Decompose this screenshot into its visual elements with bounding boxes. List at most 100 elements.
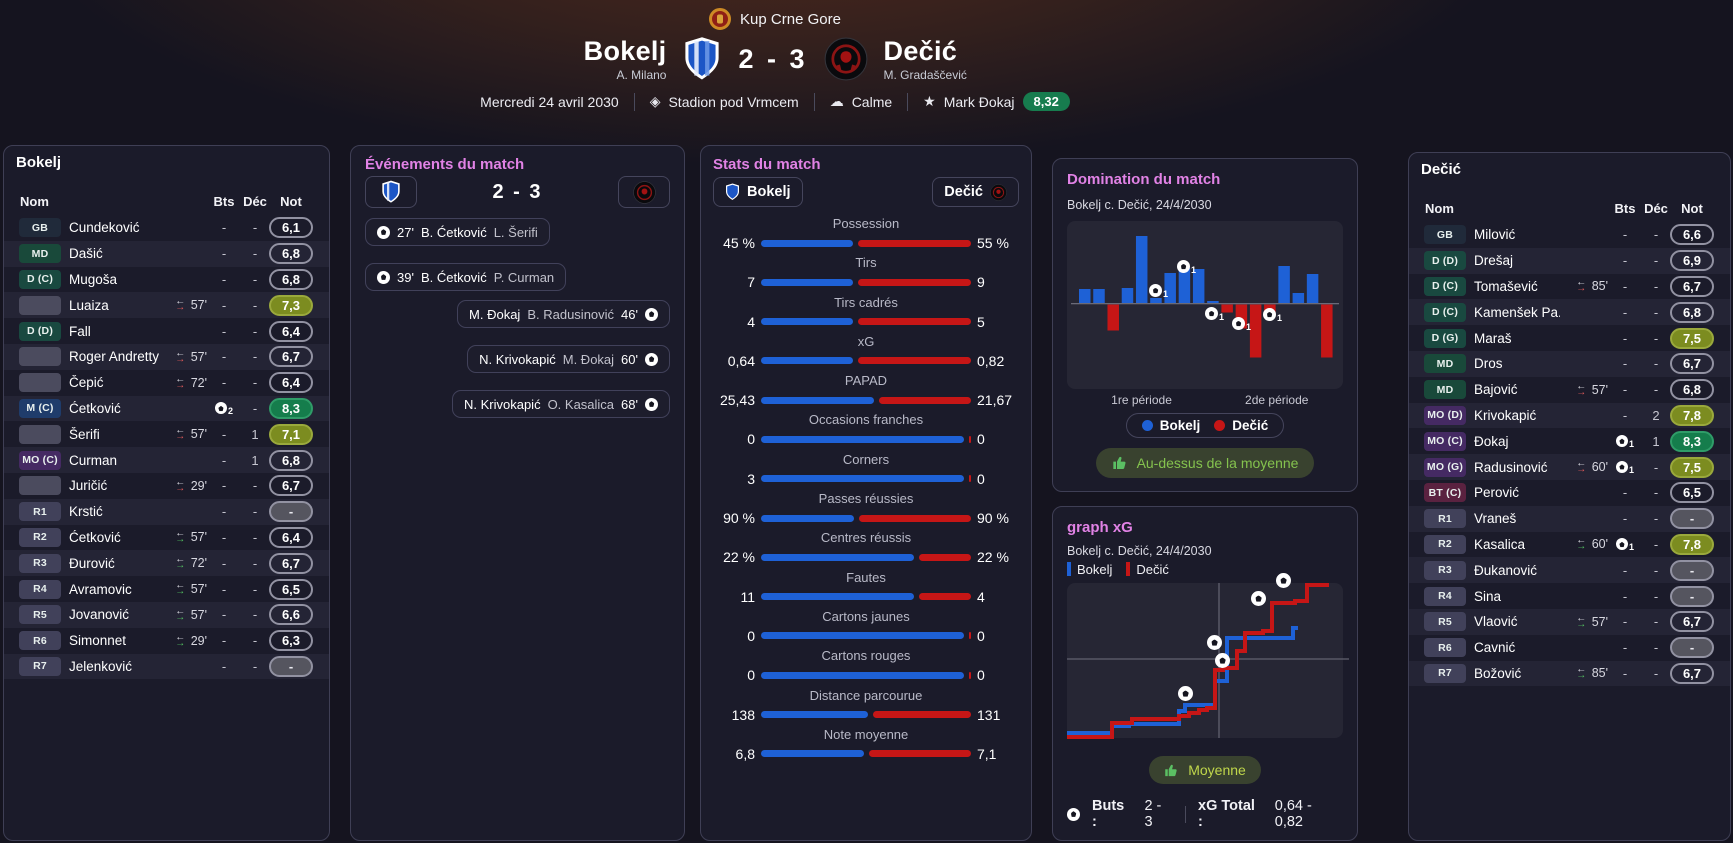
table-row[interactable]: D (D) Drešaj - -6,9 — [1409, 247, 1730, 274]
rating-badge[interactable]: - — [1670, 508, 1714, 530]
table-row[interactable]: D (G) Maraš - -7,5 — [1409, 325, 1730, 351]
column-assists[interactable]: Déc — [1644, 200, 1668, 216]
sub-minute: 60' — [1591, 460, 1608, 475]
column-rating[interactable]: Not — [1681, 200, 1703, 216]
table-row[interactable]: R3 Đukanović - - - — [1409, 557, 1730, 584]
goal-event-chip[interactable]: N. Krivokapić O. Kasalica 68' — [451, 390, 670, 418]
rating-badge[interactable]: 6,8 — [269, 243, 313, 265]
table-row[interactable]: MO (C) Đokaj 1 1 8,3 — [1409, 428, 1730, 454]
table-row[interactable]: R6 Cavnić - - - — [1409, 635, 1730, 661]
table-row[interactable]: D (C) Mugoša - -6,8 — [4, 267, 329, 293]
rating-badge[interactable]: 6,5 — [1670, 482, 1714, 504]
table-row[interactable]: GB Milović - -6,6 — [1409, 222, 1730, 248]
rating-badge[interactable]: 6,4 — [269, 526, 313, 548]
column-assists[interactable]: Déc — [243, 193, 267, 209]
goals-cell: - — [221, 555, 227, 571]
stat-row: Possession 45 % 55 % — [701, 215, 1031, 254]
table-row[interactable]: BT (C) Perović - -6,5 — [1409, 480, 1730, 506]
table-row[interactable]: R7 Jelenković - - - — [4, 653, 329, 680]
table-row[interactable]: MD Dašić - -6,8 — [4, 240, 329, 267]
table-row[interactable]: MD Dros - -6,7 — [1409, 350, 1730, 377]
rating-badge[interactable]: 6,9 — [1670, 250, 1714, 272]
table-row[interactable]: MO (C) Curman - 1 6,8 — [4, 447, 329, 473]
table-row[interactable]: GB Cundeković - -6,1 — [4, 215, 329, 241]
table-row[interactable]: M (C) Ćetković 2 -8,3 — [4, 395, 329, 422]
above-average-button[interactable]: Au-dessus de la moyenne — [1095, 448, 1315, 478]
table-row[interactable]: Juričić ← → 29' - -6,7 — [4, 473, 329, 499]
home-team-chip[interactable]: Bokelj — [713, 177, 803, 207]
rating-badge[interactable]: - — [1670, 637, 1714, 659]
table-row[interactable]: Čepić ← → 72' - -6,4 — [4, 370, 329, 396]
table-row[interactable]: R7 Božović ← → 85' - -6,7 — [1409, 660, 1730, 687]
table-row[interactable]: D (C) Tomašević ← → 85' - -6,7 — [1409, 274, 1730, 300]
rating-badge[interactable]: 6,7 — [1670, 353, 1714, 375]
table-row[interactable]: R6 Simonnet ← → 29' - -6,3 — [4, 628, 329, 654]
table-row[interactable]: R2 Ćetković ← → 57' - -6,4 — [4, 525, 329, 551]
rating-badge[interactable]: 6,6 — [269, 604, 313, 626]
legend-home: Bokelj — [1141, 418, 1200, 433]
rating-badge[interactable]: 6,8 — [269, 268, 313, 290]
table-row[interactable]: R1 Krstić - - - — [4, 498, 329, 525]
rating-badge[interactable]: 6,5 — [269, 578, 313, 600]
column-goals[interactable]: Bts — [1614, 200, 1636, 216]
rating-badge[interactable]: 7,8 — [1670, 533, 1714, 555]
rating-badge[interactable]: 6,4 — [269, 320, 313, 342]
rating-badge[interactable]: - — [1670, 559, 1714, 581]
table-row[interactable]: R5 Vlaović ← → 57' - -6,7 — [1409, 608, 1730, 635]
rating-badge[interactable]: 7,3 — [269, 294, 313, 316]
goal-event-chip[interactable]: N. Krivokapić M. Đokaj 60' — [467, 345, 670, 373]
rating-badge[interactable]: 6,7 — [1670, 275, 1714, 297]
table-row[interactable]: D (D) Fall - -6,4 — [4, 318, 329, 344]
table-row[interactable]: R5 Jovanović ← → 57' - -6,6 — [4, 601, 329, 628]
table-row[interactable]: Roger Andretty ← → 57' - -6,7 — [4, 343, 329, 370]
rating-badge[interactable]: 8,3 — [269, 397, 313, 419]
table-row[interactable]: Luaiza ← → 57' - -7,3 — [4, 292, 329, 319]
rating-badge[interactable]: 6,7 — [1670, 611, 1714, 633]
rating-badge[interactable]: 6,7 — [269, 552, 313, 574]
rating-badge[interactable]: 7,5 — [1670, 327, 1714, 349]
rating-badge[interactable]: 6,7 — [269, 475, 313, 497]
player-name: Cundeković — [69, 220, 140, 236]
rating-badge[interactable]: - — [269, 655, 313, 677]
table-row[interactable]: R3 Đurović ← → 72' - -6,7 — [4, 550, 329, 577]
rating-badge[interactable]: 6,3 — [269, 630, 313, 652]
table-row[interactable]: MD Bajović ← → 57' - -6,8 — [1409, 377, 1730, 403]
rating-badge[interactable]: 6,4 — [269, 372, 313, 394]
table-row[interactable]: MO (D) Krivokapić - 2 7,8 — [1409, 402, 1730, 429]
away-team-block: Dečić M. Gradaščević — [884, 36, 1034, 82]
goal-event-chip[interactable]: M. Đokaj B. Radusinović 46' — [457, 300, 670, 328]
table-row[interactable]: R4 Sina - - - — [1409, 583, 1730, 609]
goal-event-chip[interactable]: 39' B. Ćetković P. Curman — [365, 263, 567, 291]
motm-name[interactable]: Mark Đokaj — [943, 93, 1015, 110]
table-row[interactable]: MO (G) Radusinović ← → 60' 1 -7,5 — [1409, 454, 1730, 480]
rating-badge[interactable]: 6,6 — [1670, 224, 1714, 246]
away-team-name[interactable]: Dečić — [883, 36, 958, 66]
table-row[interactable]: R4 Avramovic ← → 57' - -6,5 — [4, 576, 329, 602]
rating-badge[interactable]: 7,1 — [269, 423, 313, 445]
rating-badge[interactable]: 6,8 — [1670, 301, 1714, 323]
home-team-name[interactable]: Bokelj — [583, 36, 667, 66]
away-team-chip[interactable]: Dečić — [932, 177, 1019, 207]
rating-badge[interactable]: 6,7 — [1670, 662, 1714, 684]
rating-badge[interactable]: - — [1670, 585, 1714, 607]
rating-badge[interactable]: 7,8 — [1670, 404, 1714, 426]
column-goals[interactable]: Bts — [213, 193, 235, 209]
column-name[interactable]: Nom — [20, 193, 49, 209]
rating-badge[interactable]: 6,8 — [269, 449, 313, 471]
goal-ball-icon — [1177, 260, 1190, 273]
rating-badge[interactable]: - — [269, 501, 313, 523]
rating-badge[interactable]: 6,1 — [269, 217, 313, 239]
goal-event-chip[interactable]: 27' B. Ćetković L. Šerifi — [365, 218, 550, 246]
table-row[interactable]: Šerifi ← → 57' - 1 7,1 — [4, 421, 329, 447]
rating-badge[interactable]: 8,3 — [1670, 430, 1714, 452]
stat-away-value: 4 — [977, 588, 985, 605]
column-rating[interactable]: Not — [280, 193, 302, 209]
table-row[interactable]: D (C) Kamenšek Pa... - -6,8 — [1409, 299, 1730, 326]
table-row[interactable]: R1 Vraneš - - - — [1409, 505, 1730, 532]
column-name[interactable]: Nom — [1425, 200, 1454, 216]
rating-badge[interactable]: 7,5 — [1670, 456, 1714, 478]
average-button[interactable]: Moyenne — [1149, 756, 1261, 784]
table-row[interactable]: R2 Kasalica ← → 60' 1 -7,8 — [1409, 532, 1730, 558]
rating-badge[interactable]: 6,8 — [1670, 379, 1714, 401]
rating-badge[interactable]: 6,7 — [269, 346, 313, 368]
